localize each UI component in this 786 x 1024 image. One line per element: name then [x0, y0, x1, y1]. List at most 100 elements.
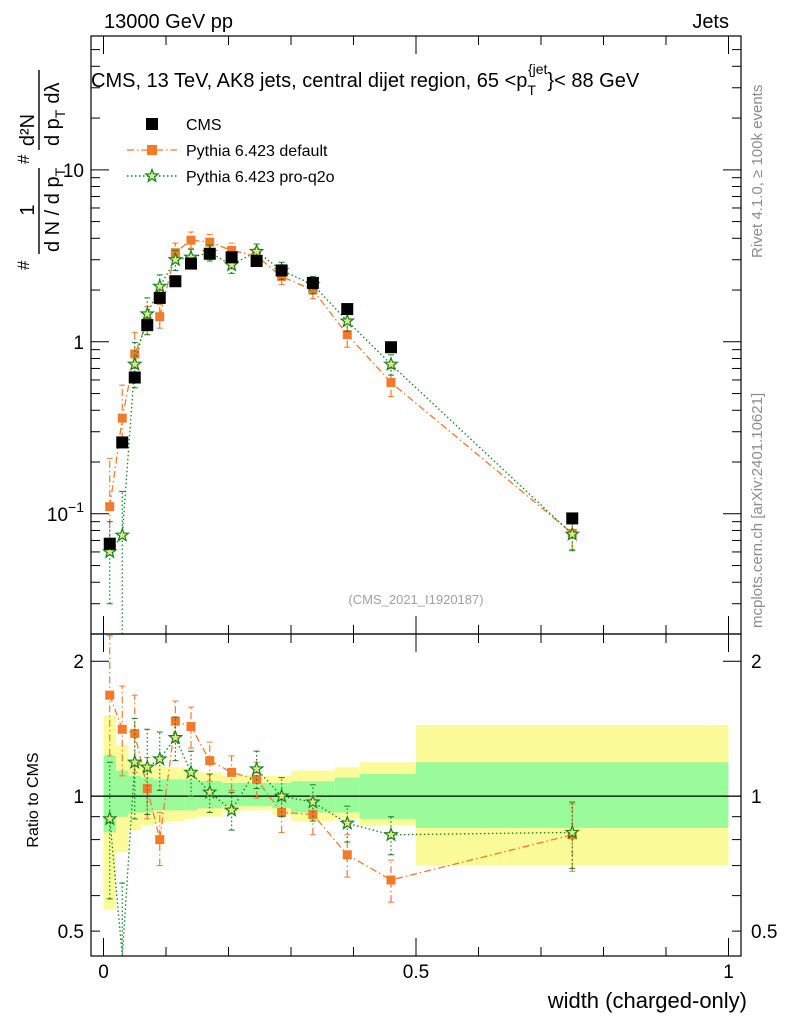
ratio-band-inner — [334, 777, 360, 813]
ylabel-hash2: # — [14, 154, 33, 164]
ratio-point-proq2o-star — [201, 784, 218, 800]
ratio-point-proq2o-star — [151, 750, 168, 766]
x-tick-label: 1 — [723, 962, 734, 983]
rivet-version-label: Rivet 4.1.0, ≥ 100k events — [749, 85, 766, 258]
main-ylabel: # 1 d N / d pT # d²N d pTdλ — [14, 70, 68, 270]
subtitle-main: CMS, 13 TeV, AK8 jets, central dijet reg… — [91, 70, 527, 92]
ratio-band-inner — [166, 779, 185, 811]
main-ticks: 10 1 10−1 — [47, 35, 741, 635]
subtitle-sub: T — [527, 82, 536, 98]
ratio-point-default-square — [227, 767, 237, 777]
ratio-ytick-label-right: 0.5 — [751, 922, 777, 943]
main-point-cms-square — [103, 537, 116, 550]
ratio-line-default — [109, 694, 573, 881]
ratio-uncertainty-bands — [103, 715, 729, 910]
ratio-point-default-square — [142, 784, 152, 794]
ratio-series-proq2o — [101, 716, 581, 957]
main-series-cms — [103, 247, 579, 550]
ratio-point-default-square — [386, 875, 396, 885]
main-point-proq2o-star — [126, 356, 143, 372]
ratio-point-proq2o-star — [339, 815, 356, 830]
ratio-ytick-label-right: 2 — [751, 652, 762, 673]
ratio-point-proq2o-star — [101, 810, 118, 826]
main-point-default-square — [130, 349, 140, 359]
main-point-default-square — [205, 237, 215, 247]
category-label: Jets — [692, 11, 729, 33]
main-point-cms-square — [566, 512, 579, 525]
ratio-band-inner — [116, 770, 129, 817]
plot-subtitle: CMS, 13 TeV, AK8 jets, central dijet reg… — [91, 61, 640, 98]
ratio-point-default-square — [155, 835, 165, 845]
main-point-proq2o-star — [339, 312, 356, 328]
main-point-cms-square — [116, 436, 129, 449]
ratio-ytick-label-right: 1 — [751, 787, 762, 808]
ylabel-den2: d pTdλ — [42, 83, 68, 147]
main-series-proq2o — [101, 243, 581, 635]
main-ytick-label: 1 — [73, 333, 84, 354]
ylabel-num2: d²N — [17, 114, 39, 146]
legend-marker-default — [147, 145, 157, 155]
main-point-default-square — [117, 413, 127, 423]
main-point-proq2o-star — [139, 305, 156, 321]
ratio-band-inner — [416, 762, 729, 828]
main-point-cms-square — [169, 275, 182, 288]
main-point-default-square — [155, 312, 165, 322]
subtitle-sup: {jet — [528, 61, 548, 77]
legend-label-default: Pythia 6.423 default — [186, 143, 328, 160]
main-point-cms-square — [153, 291, 166, 304]
process-label: 13000 GeV pp — [104, 11, 233, 33]
main-point-default-square — [227, 245, 237, 255]
ratio-point-default-square — [308, 810, 318, 820]
ratio-band-inner — [141, 777, 154, 813]
main-point-cms-square — [141, 319, 154, 332]
main-point-default-square — [105, 502, 115, 512]
ratio-point-default-square — [186, 722, 196, 732]
ylabel-den: d N / d pT — [42, 167, 68, 252]
ratio-point-proq2o-star — [248, 760, 265, 776]
ratio-point-default-square — [105, 690, 115, 700]
main-ytick-label: 10−1 — [47, 499, 84, 526]
analysis-watermark: (CMS_2021_I1920187) — [348, 592, 483, 607]
ratio-point-proq2o-star — [126, 754, 143, 770]
main-point-proq2o-star — [114, 527, 131, 542]
main-point-cms-square — [250, 255, 263, 268]
ylabel-one: 1 — [17, 204, 39, 215]
legend-label-cms: CMS — [186, 117, 222, 134]
legend-marker-proq2o — [144, 167, 160, 183]
main-ytick-label: 10 — [63, 161, 84, 182]
x-tick-label: 0.5 — [403, 962, 429, 983]
main-line-proq2o — [109, 250, 573, 553]
main-point-cms-square — [185, 257, 197, 270]
ratio-point-proq2o-star — [383, 826, 399, 842]
ratio-point-proq2o-star — [305, 793, 321, 809]
ratio-point-proq2o-star — [223, 802, 240, 817]
main-point-cms-square — [275, 264, 288, 277]
ratio-ytick-label-left: 0.5 — [58, 922, 84, 943]
ratio-point-default-square — [170, 716, 180, 726]
ratio-series-layer — [101, 635, 581, 957]
main-point-default-square — [308, 285, 318, 295]
main-point-proq2o-star — [248, 243, 265, 259]
main-point-cms-square — [385, 341, 397, 354]
main-point-proq2o-star — [101, 543, 118, 559]
main-panel: 10 1 10−1 CMS, 13 TeV, AK8 jets, central d… — [14, 35, 742, 635]
main-point-cms-square — [306, 276, 319, 289]
main-point-default-square — [386, 377, 396, 387]
main-point-cms-square — [203, 247, 216, 260]
ratio-point-proq2o-star — [183, 764, 199, 779]
main-point-default-square — [186, 235, 196, 245]
legend-marker-cms — [146, 118, 158, 130]
x-axis-label: width (charged-only) — [547, 988, 747, 1013]
ratio-ytick-label-left: 1 — [73, 787, 84, 808]
ratio-point-default-square — [342, 850, 352, 860]
subtitle-end: }< 88 GeV — [547, 70, 639, 92]
main-point-cms-square — [128, 371, 141, 384]
ratio-point-default-square — [117, 724, 127, 734]
main-point-proq2o-star — [383, 356, 399, 372]
ratio-point-proq2o-star — [139, 759, 156, 774]
main-series-layer — [101, 231, 581, 635]
ylabel-hash1: # — [14, 260, 33, 270]
ratio-band-inner — [153, 779, 166, 811]
ratio-point-proq2o-star — [167, 729, 184, 745]
